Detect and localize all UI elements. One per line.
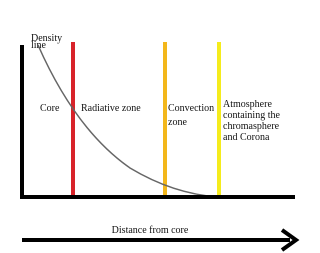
density-curve (37, 44, 219, 198)
density-line-label: Density line (31, 33, 65, 51)
core-label: Core (40, 103, 60, 114)
label-line: containing the (223, 110, 280, 121)
label-line: chromasphere (223, 121, 280, 132)
sun-structure-diagram: Distance from core Density line Core Rad… (0, 0, 300, 253)
label-line: line (31, 40, 47, 51)
label-line: Convection (168, 103, 214, 114)
axis-label: Distance from core (112, 225, 189, 236)
convection-label: Convection zone (168, 103, 217, 128)
label-line: Radiative zone (81, 103, 141, 114)
atmosphere-label: Atmosphere containing the chromasphere a… (223, 99, 282, 143)
label-line: Density (31, 33, 62, 44)
label-line: zone (168, 117, 187, 128)
radiative-label: Radiative zone (81, 103, 141, 114)
label-line: and Corona (223, 132, 270, 143)
label-line: Atmosphere (223, 99, 272, 110)
label-line: Core (40, 103, 60, 114)
distance-arrow-head (280, 228, 300, 252)
background (0, 0, 300, 253)
